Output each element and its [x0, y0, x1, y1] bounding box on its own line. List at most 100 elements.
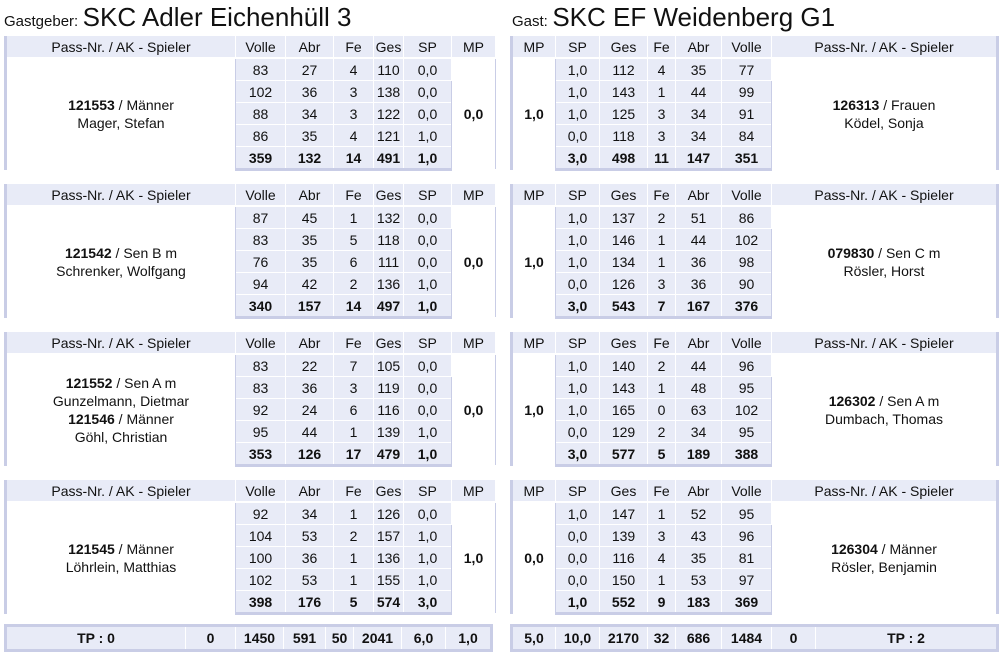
- home-sp-value: 0,0: [403, 354, 452, 377]
- home-sum-ges: 491: [373, 146, 404, 171]
- header-sp: SP: [555, 480, 600, 503]
- header-pass-player: Pass-Nr. / AK - Spieler: [5, 332, 236, 355]
- home-sum-ges: 479: [373, 442, 404, 467]
- guest-sum-ges: 577: [599, 442, 648, 467]
- home-player-pass-line: 121545 / Männer: [7, 540, 235, 558]
- guest-sum-abr: 183: [675, 590, 722, 615]
- guest-volle-value: 99: [721, 80, 772, 103]
- guest-player-cell: 079830 / Sen C m Rösler, Horst: [771, 206, 998, 318]
- guest-sp-value: 1,0: [555, 102, 600, 125]
- guest-sp-value: 0,0: [555, 272, 600, 295]
- home-total-mp: 1,0: [445, 624, 492, 652]
- guest-abr-value: 52: [675, 502, 722, 525]
- home-fe-value: 1: [333, 502, 374, 525]
- home-abr-value: 24: [285, 398, 334, 421]
- guest-abr-value: 43: [675, 524, 722, 547]
- header-ges: Ges: [599, 332, 648, 355]
- home-ges-value: 116: [373, 398, 404, 421]
- guest-ges-value: 165: [599, 398, 648, 421]
- guest-fe-value: 1: [647, 568, 676, 591]
- home-age-class: / Männer: [114, 541, 174, 557]
- guest-total-abr: 686: [675, 624, 722, 652]
- guest-sum-fe: 11: [647, 146, 676, 171]
- header-sp: SP: [403, 36, 452, 59]
- home-ges-value: 121: [373, 124, 404, 147]
- home-age-class: / Männer: [114, 411, 174, 427]
- home-sp-value: 0,0: [403, 250, 452, 273]
- guest-sp-value: 0,0: [555, 546, 600, 569]
- header-ges: Ges: [373, 332, 404, 355]
- header-mp: MP: [511, 480, 556, 503]
- guest-volle-value: 77: [721, 58, 772, 81]
- header-pass-player: Pass-Nr. / AK - Spieler: [5, 480, 236, 503]
- guest-player-cell: 126313 / Frauen Ködel, Sonja: [771, 58, 998, 170]
- home-fe-value: 3: [333, 80, 374, 103]
- header-sp: SP: [403, 332, 452, 355]
- guest-total-fe: 32: [647, 624, 676, 652]
- guest-fe-value: 3: [647, 102, 676, 125]
- home-volle-value: 83: [235, 376, 286, 399]
- guest-total-mp-count: 0: [771, 624, 816, 652]
- home-volle-value: 95: [235, 420, 286, 443]
- home-volle-value: 83: [235, 58, 286, 81]
- header-abr: Abr: [285, 332, 334, 355]
- home-volle-value: 92: [235, 398, 286, 421]
- guest-player-name: Ködel, Sonja: [844, 115, 924, 131]
- guest-volle-value: 84: [721, 124, 772, 147]
- guest-total-ges: 2170: [599, 624, 648, 652]
- guest-fe-value: 1: [647, 250, 676, 273]
- header-abr: Abr: [675, 332, 722, 355]
- home-player-cell: 121542 / Sen B m Schrenker, Wolfgang: [5, 206, 236, 318]
- guest-ges-value: 143: [599, 376, 648, 399]
- guest-sum-ges: 498: [599, 146, 648, 171]
- guest-volle-value: 90: [721, 272, 772, 295]
- header-mp: MP: [451, 36, 496, 59]
- home-sum-sp: 1,0: [403, 146, 452, 171]
- header-pass-player: Pass-Nr. / AK - Spieler: [771, 184, 998, 207]
- guest-fe-value: 1: [647, 228, 676, 251]
- home-volle-value: 104: [235, 524, 286, 547]
- guest-ges-value: 112: [599, 58, 648, 81]
- home-ges-value: 132: [373, 206, 404, 229]
- home-sum-sp: 1,0: [403, 294, 452, 319]
- guest-sp-value: 1,0: [555, 206, 600, 229]
- home-ges-value: 136: [373, 272, 404, 295]
- home-sum-fe: 17: [333, 442, 374, 467]
- guest-total-mp: 5,0: [511, 624, 556, 652]
- home-fe-value: 3: [333, 102, 374, 125]
- home-sp-value: 0,0: [403, 502, 452, 525]
- header-abr: Abr: [675, 36, 722, 59]
- home-total-sp: 6,0: [401, 624, 446, 652]
- home-sum-ges: 497: [373, 294, 404, 319]
- home-age-class: / Sen B m: [111, 245, 178, 261]
- home-total-ges: 2041: [353, 624, 402, 652]
- guest-abr-value: 44: [675, 80, 722, 103]
- home-player-name: Mager, Stefan: [77, 115, 165, 131]
- home-ges-value: 138: [373, 80, 404, 103]
- guest-player-name: Rösler, Benjamin: [831, 559, 937, 575]
- guest-abr-value: 36: [675, 250, 722, 273]
- home-sp-value: 0,0: [403, 376, 452, 399]
- guest-ges-value: 118: [599, 124, 648, 147]
- home-sp-value: 0,0: [403, 80, 452, 103]
- guest-total-volle: 1484: [721, 624, 772, 652]
- home-abr-value: 27: [285, 58, 334, 81]
- header-volle: Volle: [235, 480, 286, 503]
- home-ges-value: 139: [373, 420, 404, 443]
- home-abr-value: 35: [285, 228, 334, 251]
- guest-totals-row: 5,0 10,0 2170 32 686 1484 0 TP : 2: [510, 624, 999, 652]
- home-pass-number: 121546: [68, 411, 115, 427]
- header-sp: SP: [555, 184, 600, 207]
- home-mp-value: 0,0: [451, 206, 496, 318]
- home-fe-value: 1: [333, 420, 374, 443]
- guest-game-table: MP SP Ges Fe Abr Volle Pass-Nr. / AK - Spieler…: [510, 332, 999, 467]
- home-volle-value: 83: [235, 354, 286, 377]
- guest-fe-value: 3: [647, 272, 676, 295]
- guest-sp-value: 1,0: [555, 80, 600, 103]
- home-ges-value: 118: [373, 228, 404, 251]
- home-fe-value: 6: [333, 398, 374, 421]
- home-game-table: Pass-Nr. / AK - Spieler Volle Abr Fe Ges SP MP…: [4, 332, 543, 467]
- home-sum-abr: 176: [285, 590, 334, 615]
- home-ges-value: 126: [373, 502, 404, 525]
- guest-ges-value: 125: [599, 102, 648, 125]
